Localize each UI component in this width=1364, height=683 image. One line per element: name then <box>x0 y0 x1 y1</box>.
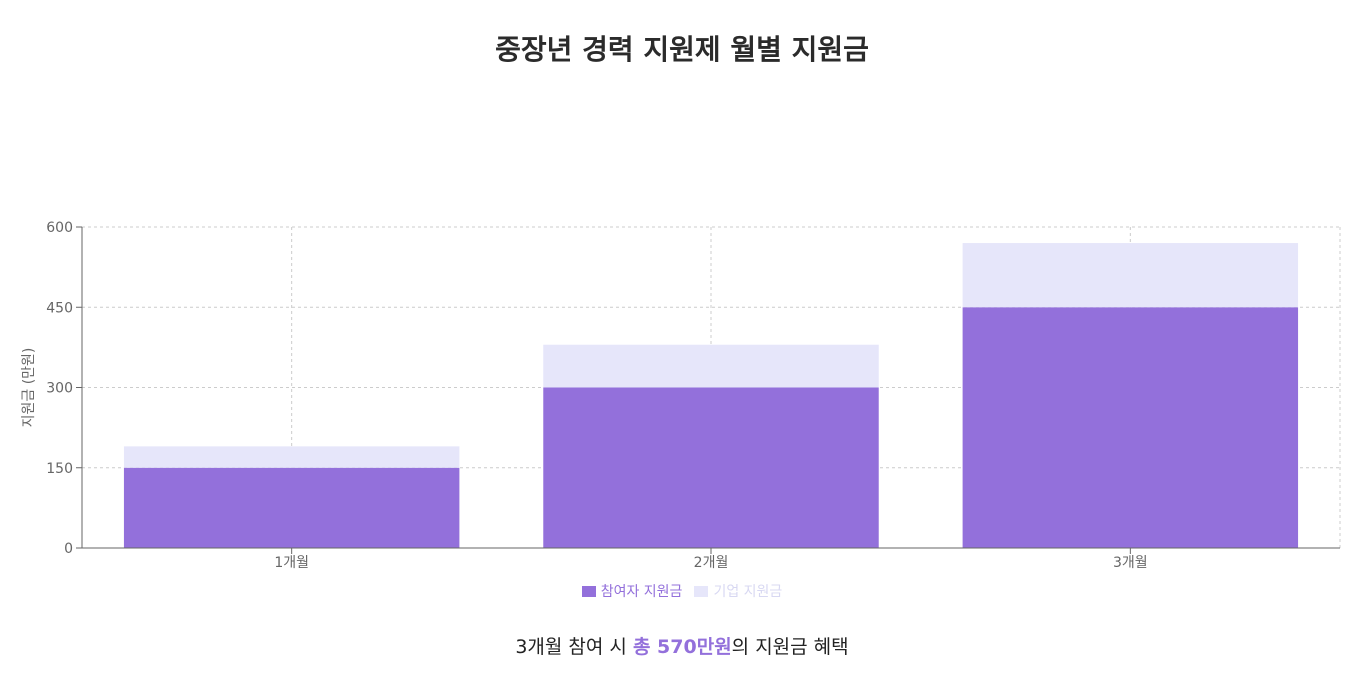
bar-participant-2[interactable] <box>543 387 879 549</box>
legend-swatch-company <box>694 585 709 597</box>
bar-company-1[interactable] <box>123 446 460 468</box>
summary-text: 3개월 참여 시 총 570만원의 지원금 혜택 <box>0 632 1364 659</box>
bar-participant-3[interactable] <box>962 307 1299 548</box>
legend-label-company: 기업 지원금 <box>713 584 783 600</box>
x-tick-label-0: 1개월 <box>274 555 309 571</box>
legend-label-participant: 참여자 지원금 <box>600 584 683 600</box>
y-tick-label-0: 0 <box>64 541 73 557</box>
bar-company-2[interactable] <box>543 344 879 388</box>
bar-participant-1[interactable] <box>123 467 460 548</box>
y-axis-label: 지원금 (만원) <box>21 348 37 428</box>
summary-suffix: 의 지원금 혜택 <box>731 636 849 658</box>
y-tick-label-3: 450 <box>46 300 73 316</box>
chart-title: 중장년 경력 지원제 월별 지원금 <box>495 33 869 66</box>
y-tick-label-2: 300 <box>46 381 73 397</box>
chart-legend: 참여자 지원금 기업 지원금 <box>0 581 1364 601</box>
summary-highlight: 총 570만원 <box>632 636 732 658</box>
legend-item-company[interactable]: 기업 지원금 <box>694 581 782 601</box>
legend-swatch-participant <box>581 585 596 597</box>
bar-company-3[interactable] <box>962 243 1299 308</box>
x-tick-label-1: 2개월 <box>694 555 729 571</box>
summary-prefix: 3개월 참여 시 <box>515 636 633 658</box>
x-tick-label-2: 3개월 <box>1113 555 1148 571</box>
legend-item-participant[interactable]: 참여자 지원금 <box>581 581 683 601</box>
y-tick-label-4: 600 <box>46 220 73 236</box>
y-tick-label-1: 150 <box>46 461 73 477</box>
